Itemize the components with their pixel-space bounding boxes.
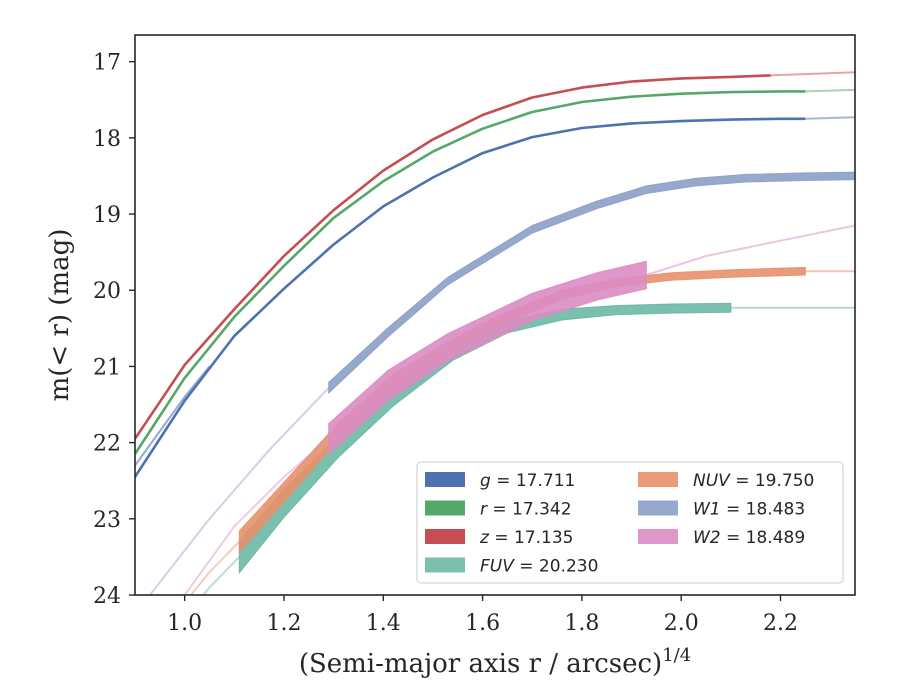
legend-label-z: z = 17.135: [479, 528, 573, 548]
legend-frame: [416, 461, 844, 584]
y-tick-label: 23: [93, 508, 121, 533]
legend-value-fuv: = 20.230: [514, 557, 599, 577]
y-tick-label: 18: [93, 127, 121, 152]
legend-item-r: r = 17.342: [425, 500, 572, 520]
y-tick-label: 21: [93, 355, 121, 380]
x-tick-label: 2.2: [763, 611, 798, 636]
legend-item-fuv: FUV = 20.230: [425, 557, 598, 577]
y-axis-title: m(< r) (mag): [45, 229, 75, 402]
plot-frame: [134, 34, 856, 596]
series-r: [135, 88, 855, 455]
series-w2: [183, 224, 855, 595]
series-g-line: [135, 117, 806, 478]
legend-variable-w2: W2: [693, 528, 721, 548]
series-fuv-extrapolation: [202, 556, 241, 595]
series-g-secondary-line: [135, 365, 211, 467]
legend-variable-nuv: NUV: [693, 471, 731, 491]
x-axis-title: (Semi-major axis r / arcsec)1/4: [299, 645, 691, 679]
legend-value-w1: = 18.483: [721, 500, 806, 520]
legend-variable-g: g: [480, 471, 491, 491]
series-layer: [135, 71, 855, 595]
legend-label-w2: W2 = 18.489: [693, 528, 805, 548]
y-tick-label: 22: [93, 432, 121, 457]
legend-value-r: = 17.342: [487, 500, 572, 520]
legend-swatch-r: [425, 500, 465, 516]
legend-swatch-w2: [638, 529, 678, 544]
y-tick-label: 20: [93, 279, 121, 304]
legend-label-w1: W1 = 18.483: [693, 500, 805, 520]
legend-value-nuv: = 19.750: [730, 471, 815, 491]
series-z-line: [135, 74, 771, 440]
legend-swatch-w1: [638, 500, 678, 516]
legend-label-fuv: FUV = 20.230: [480, 557, 598, 577]
legend-label-r: r = 17.342: [480, 500, 572, 520]
legend-variable-r: r: [480, 500, 488, 520]
legend-item-nuv: NUV = 19.750: [638, 471, 814, 491]
legend-value-z: = 17.135: [489, 528, 574, 548]
y-tick-label: 17: [93, 51, 121, 76]
y-tick-label: 24: [93, 584, 121, 609]
legend-swatch-nuv: [638, 472, 678, 487]
legend-item-g: g = 17.711: [425, 471, 575, 491]
x-axis-title-text: (Semi-major axis r / arcsec): [299, 649, 662, 679]
legend-label-g: g = 17.711: [480, 471, 575, 491]
series-nuv-extrapolation: [189, 540, 241, 595]
legend-swatch-fuv: [425, 557, 465, 573]
legend-label-nuv: NUV = 19.750: [693, 471, 814, 491]
series-w1-band: [328, 171, 855, 395]
legend-swatch-z: [425, 529, 465, 544]
legend-swatch-g: [425, 472, 465, 487]
series-z-tail: [770, 71, 855, 77]
x-axis-title-superscript: 1/4: [662, 645, 691, 666]
legend-variable-w1: W1: [693, 500, 721, 520]
legend-value-g: = 17.711: [491, 471, 576, 491]
series-w1-extrapolation: [149, 387, 330, 595]
legend-variable-fuv: FUV: [480, 557, 515, 577]
series-z: [135, 71, 855, 440]
series-g-tail: [805, 116, 855, 120]
y-tick-label: 19: [93, 203, 121, 228]
legend-variable-z: z: [479, 528, 490, 548]
series-w2-tail: [646, 224, 855, 276]
series-w2-band: [328, 260, 647, 456]
x-tick-label: 1.8: [564, 611, 599, 636]
ticks-layer: 1.0 1.2 1.4 1.6 1.8 2.0 2.2 17 18 19 20 21 22 23 24: [93, 51, 798, 636]
series-r-tail: [805, 88, 855, 93]
x-tick-label: 1.2: [266, 611, 301, 636]
legend-item-z: z = 17.135: [425, 528, 573, 548]
x-tick-label: 1.0: [167, 611, 202, 636]
series-r-line: [135, 90, 806, 455]
legend-item-w2: W2 = 18.489: [638, 528, 805, 548]
legend-value-w2: = 18.489: [721, 528, 806, 548]
x-tick-label: 1.6: [465, 611, 500, 636]
series-w1: [149, 171, 855, 595]
series-g: [135, 116, 855, 478]
series-w2-extrapolation: [183, 438, 330, 595]
x-tick-label: 1.4: [366, 611, 401, 636]
legend-item-w1: W1 = 18.483: [638, 500, 805, 520]
x-tick-label: 2.0: [664, 611, 699, 636]
